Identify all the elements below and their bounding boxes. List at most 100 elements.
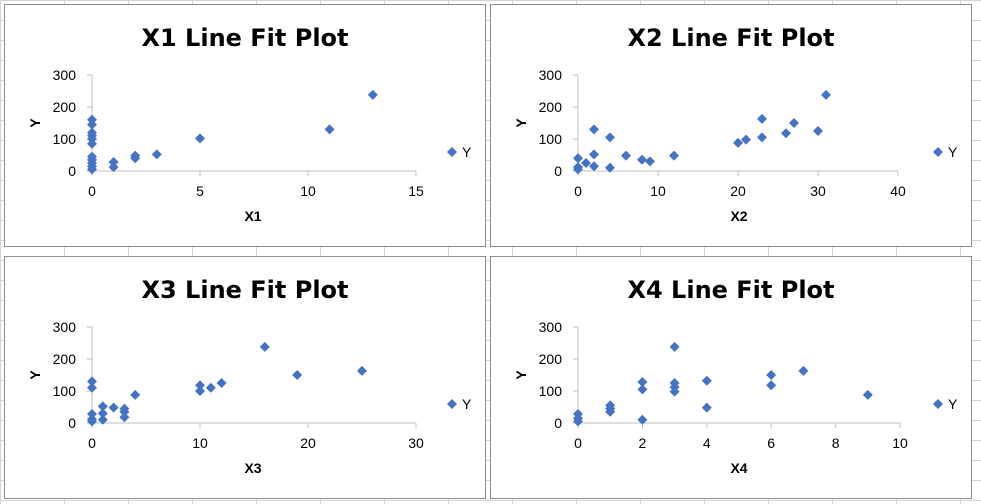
y-tick-label: 0	[554, 415, 562, 431]
data-point[interactable]	[637, 384, 648, 395]
y-axis-label: Y	[513, 370, 529, 380]
chart-title: X1 Line Fit Plot	[141, 24, 348, 52]
data-point[interactable]	[581, 158, 591, 168]
y-tick-label: 100	[53, 131, 77, 147]
y-tick-label: 100	[53, 383, 77, 399]
data-point[interactable]	[621, 150, 631, 161]
data-point[interactable]	[87, 114, 97, 125]
x-tick-label: 0	[88, 435, 96, 451]
legend-label: Y	[948, 144, 958, 160]
y-tick-label: 200	[539, 99, 563, 115]
data-point[interactable]	[701, 402, 712, 413]
data-point[interactable]	[605, 400, 616, 411]
x-tick-label: 10	[192, 435, 208, 451]
y-tick-label: 300	[53, 67, 77, 83]
data-point[interactable]	[781, 128, 791, 139]
chart-panel-x3[interactable]: X3 Line Fit Plot 0 100 200 300 0 10 20 30 X3 Y Y	[4, 256, 486, 499]
y-tick-label: 200	[53, 351, 77, 367]
data-point[interactable]	[97, 414, 108, 425]
x-axis-label: X2	[730, 208, 747, 224]
data-point[interactable]	[130, 389, 141, 400]
legend-label: Y	[948, 396, 958, 412]
data-point[interactable]	[216, 378, 227, 388]
chart-svg: X3 Line Fit Plot 0 100 200 300 0 10 20 30 X3 Y Y	[27, 276, 472, 476]
data-point[interactable]	[637, 154, 647, 165]
data-point[interactable]	[357, 365, 367, 376]
data-point[interactable]	[637, 377, 648, 388]
data-point[interactable]	[669, 378, 680, 388]
data-point[interactable]	[195, 386, 205, 396]
y-tick-label: 0	[68, 415, 76, 431]
data-point[interactable]	[573, 162, 583, 173]
data-point[interactable]	[645, 156, 655, 167]
data-point[interactable]	[589, 124, 599, 135]
data-point[interactable]	[589, 149, 599, 160]
legend-label: Y	[462, 396, 472, 412]
chart-panel-x2[interactable]: X2 Line Fit Plot 0 100 200 300 0 10 20 30 40 X2 Y Y	[490, 4, 972, 247]
x-tick-label: 20	[300, 435, 316, 451]
data-point[interactable]	[741, 134, 751, 145]
data-point[interactable]	[766, 380, 777, 391]
data-point[interactable]	[195, 380, 205, 391]
x-tick-label: 8	[832, 435, 840, 451]
data-point[interactable]	[195, 133, 205, 144]
data-point[interactable]	[292, 370, 303, 380]
data-point[interactable]	[108, 157, 119, 168]
data-point[interactable]	[97, 401, 108, 412]
data-point[interactable]	[87, 127, 97, 138]
data-point[interactable]	[637, 414, 648, 425]
data-point[interactable]	[573, 409, 583, 420]
legend-marker	[447, 147, 457, 157]
chart-svg: X2 Line Fit Plot 0 100 200 300 0 10 20 30 40 X2 Y Y	[513, 24, 958, 224]
data-point[interactable]	[119, 412, 130, 423]
data-point[interactable]	[766, 370, 777, 380]
data-point[interactable]	[205, 382, 216, 393]
data-point[interactable]	[605, 162, 615, 173]
data-point[interactable]	[97, 408, 108, 419]
data-point[interactable]	[324, 124, 335, 135]
data-point[interactable]	[701, 375, 712, 386]
data-point[interactable]	[669, 150, 679, 161]
data-point[interactable]	[789, 118, 799, 128]
data-point[interactable]	[87, 409, 97, 420]
y-tick-label: 200	[53, 99, 77, 115]
x-tick-label: 4	[703, 435, 711, 451]
data-point[interactable]	[757, 113, 767, 124]
data-point[interactable]	[87, 414, 97, 425]
data-point[interactable]	[367, 89, 378, 100]
data-point[interactable]	[733, 137, 743, 148]
chart-title: X2 Line Fit Plot	[627, 24, 834, 52]
data-point[interactable]	[130, 150, 141, 161]
y-tick-label: 300	[53, 319, 77, 335]
data-point[interactable]	[259, 341, 270, 352]
x-tick-label: 20	[730, 183, 746, 199]
data-point[interactable]	[757, 132, 767, 143]
x-axis-label: X3	[244, 460, 261, 476]
chart-svg: X1 Line Fit Plot 0 100 200 300 0 5 10 15 X1 Y Y	[27, 24, 472, 224]
x-tick-label: 15	[408, 183, 424, 199]
data-point[interactable]	[669, 341, 680, 352]
data-point[interactable]	[862, 389, 873, 400]
x-axis-label: X1	[244, 208, 261, 224]
data-point[interactable]	[119, 403, 130, 414]
data-point[interactable]	[108, 402, 119, 413]
x-tick-label: 5	[196, 183, 204, 199]
chart-panel-x1[interactable]: X1 Line Fit Plot 0 100 200 300 0 5 10 15 X1 Y Y	[4, 4, 486, 247]
data-point[interactable]	[821, 89, 831, 100]
data-point[interactable]	[151, 149, 162, 160]
x-axis-label: X4	[730, 460, 747, 476]
data-point[interactable]	[798, 365, 809, 376]
x-tick-label: 0	[88, 183, 96, 199]
data-point[interactable]	[589, 161, 599, 172]
data-point[interactable]	[813, 126, 823, 136]
legend-marker	[447, 399, 457, 409]
data-point[interactable]	[87, 151, 97, 162]
data-point[interactable]	[573, 153, 583, 164]
data-point[interactable]	[605, 132, 615, 143]
y-tick-label: 200	[539, 351, 563, 367]
data-point[interactable]	[108, 162, 119, 173]
data-point[interactable]	[87, 382, 97, 393]
data-point[interactable]	[87, 376, 97, 387]
x-tick-label: 10	[650, 183, 666, 199]
chart-panel-x4[interactable]: X4 Line Fit Plot 0 100 200 300 0 2 4 6 8 10 X4 Y Y	[490, 256, 972, 499]
